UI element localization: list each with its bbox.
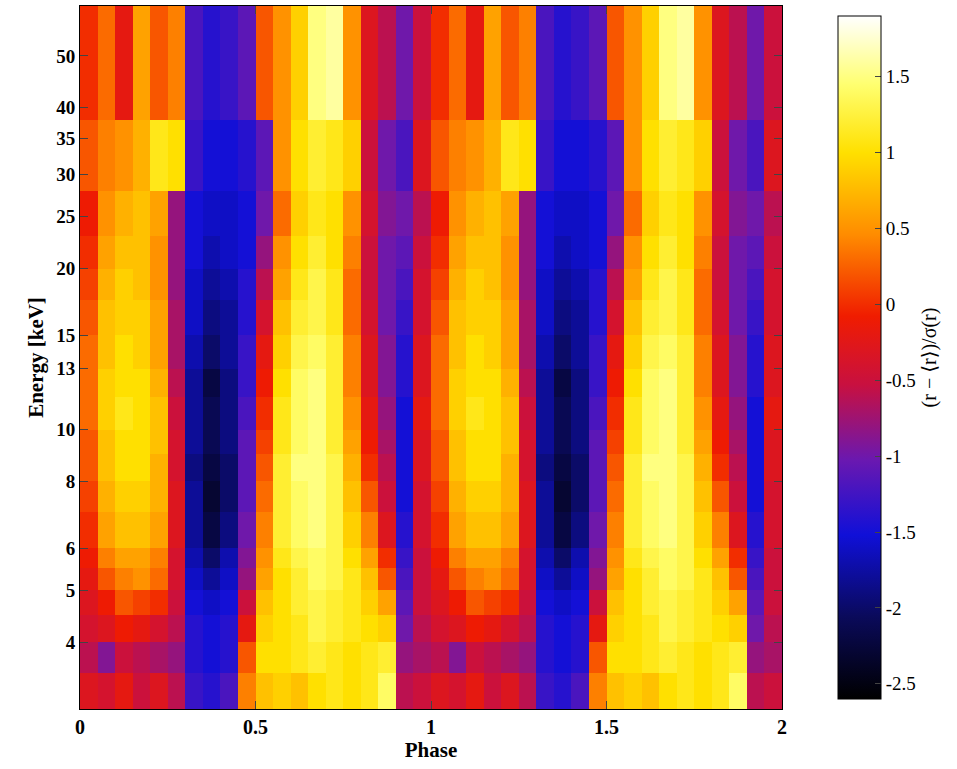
svg-text:1.5: 1.5 <box>886 66 910 87</box>
svg-text:2: 2 <box>777 716 787 738</box>
svg-text:4: 4 <box>66 632 76 653</box>
svg-text:0.5: 0.5 <box>886 218 910 239</box>
svg-text:Energy [keV]: Energy [keV] <box>24 297 48 418</box>
svg-text:5: 5 <box>66 580 76 601</box>
svg-text:-2.5: -2.5 <box>886 673 916 694</box>
svg-text:Phase: Phase <box>405 738 458 762</box>
svg-text:10: 10 <box>56 419 75 440</box>
svg-text:20: 20 <box>56 258 75 279</box>
svg-text:1.5: 1.5 <box>594 716 619 738</box>
svg-text:0: 0 <box>886 294 896 315</box>
svg-text:15: 15 <box>56 325 75 346</box>
svg-text:-2: -2 <box>886 598 902 619</box>
svg-text:13: 13 <box>56 358 75 379</box>
svg-text:25: 25 <box>56 206 75 227</box>
svg-text:0: 0 <box>75 716 85 738</box>
svg-text:50: 50 <box>56 46 75 67</box>
svg-text:-0.5: -0.5 <box>886 370 916 391</box>
svg-text:-1: -1 <box>886 446 902 467</box>
svg-text:30: 30 <box>56 164 75 185</box>
svg-text:0.5: 0.5 <box>243 716 268 738</box>
svg-text:40: 40 <box>56 97 75 118</box>
svg-text:-1.5: -1.5 <box>886 522 916 543</box>
svg-text:35: 35 <box>56 128 75 149</box>
svg-text:6: 6 <box>66 538 76 559</box>
svg-text:1: 1 <box>426 716 436 738</box>
svg-text:(r − ⟨r⟩)/σ(r): (r − ⟨r⟩)/σ(r) <box>918 308 941 408</box>
svg-text:1: 1 <box>886 142 896 163</box>
svg-text:8: 8 <box>66 471 76 492</box>
